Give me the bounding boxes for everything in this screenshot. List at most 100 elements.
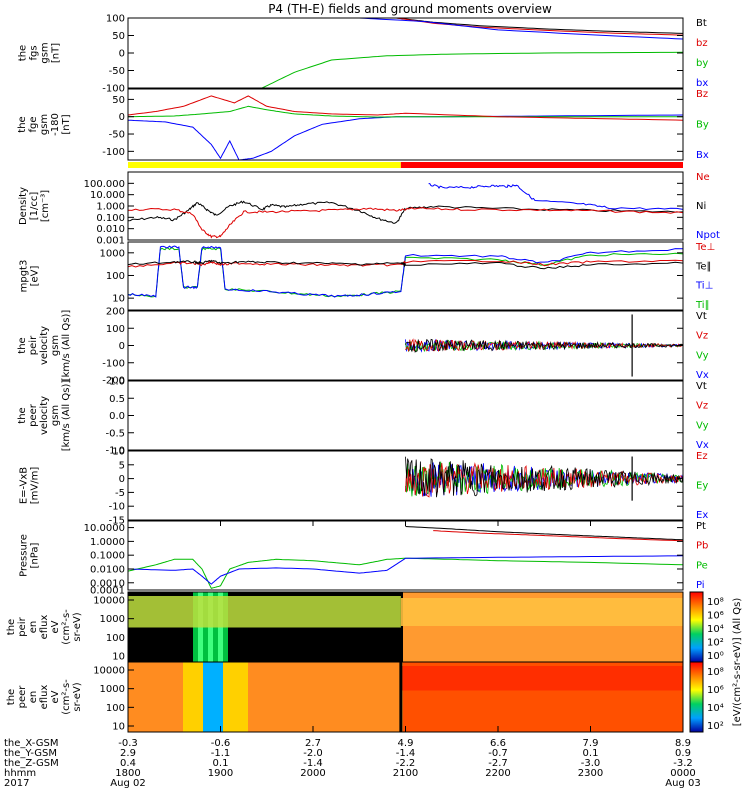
y-axis-label: eflux <box>39 615 50 640</box>
y-tick-label: 10.000 <box>90 190 125 201</box>
panel-7-data <box>405 456 683 501</box>
y-tick-label: 0.1000 <box>90 551 125 562</box>
y-tick-label: -100 <box>102 84 125 95</box>
spectrogram-cell <box>518 592 524 662</box>
spectrogram-cell <box>443 662 449 732</box>
spectrogram-cell <box>423 592 429 662</box>
panel-5 <box>127 310 684 381</box>
ephemeris-x-value: -0.6 <box>211 738 231 749</box>
spectrogram-cell <box>223 662 229 732</box>
colorbar-tick: 10⁴ <box>707 624 724 635</box>
spectrogram-cell <box>423 662 429 732</box>
spectrogram-cell <box>543 662 549 732</box>
spectrogram-cell <box>653 662 659 732</box>
y-tick-label: 1.0000 <box>90 537 125 548</box>
legend-entry: Ti⊥ <box>695 281 713 292</box>
series-Ni <box>128 200 683 224</box>
spectrogram-cell <box>293 662 299 732</box>
spectrogram-cell <box>583 662 589 732</box>
y-axis-label: (cm²-s- <box>61 679 72 715</box>
spectrogram-cell <box>678 662 684 732</box>
y-axis-label: peir <box>28 335 39 355</box>
series-Ne <box>128 207 683 239</box>
y-tick-label: -50 <box>109 66 125 77</box>
panel-4-data <box>128 245 683 298</box>
y-tick-label: -100 <box>102 358 125 369</box>
spectrogram-cell <box>638 662 644 732</box>
series-bx <box>359 18 683 40</box>
legend-entry: Vt <box>696 311 707 322</box>
legend-entry: Npot <box>696 230 720 241</box>
y-tick-label: 10 <box>112 652 125 663</box>
y-axis-label: peer <box>17 685 28 709</box>
series-Npot <box>428 183 683 211</box>
spectrogram-cell <box>273 662 279 732</box>
panel-2-data <box>128 95 683 160</box>
spectrogram-cell <box>363 662 369 732</box>
spectrogram-cell <box>408 662 414 732</box>
spectrogram-cell <box>593 662 599 732</box>
colorbar-tick: 10² <box>707 721 724 732</box>
x-tick-label: 0000 <box>670 768 695 779</box>
y-axis-label: [km/s (All Qs)] <box>61 380 72 452</box>
y-axis-label: (cm²-s- <box>61 609 72 645</box>
ephemeris-row-label: the_Y-GSM <box>4 748 57 759</box>
x-tick-date: Aug 02 <box>110 778 145 789</box>
y-axis-label: sr-eV) <box>72 682 83 711</box>
spectrogram-cell <box>533 592 539 662</box>
y-axis-label: the <box>6 689 17 705</box>
spectrogram-cell <box>303 662 309 732</box>
y-tick-label: -50 <box>109 130 125 141</box>
spectrogram-cell <box>473 662 479 732</box>
spectrogram-cell <box>643 592 649 662</box>
y-tick-label: 5 <box>119 460 125 471</box>
spectrogram-cell <box>608 592 614 662</box>
spectrogram-cell <box>648 592 654 662</box>
spectrogram-cell <box>418 592 424 662</box>
y-axis-label: E=-VxB <box>19 467 30 504</box>
series-Pt <box>405 526 683 541</box>
spectrogram-cell <box>358 662 364 732</box>
spectrogram-band <box>400 666 683 691</box>
y-tick-label: 100 <box>106 703 125 714</box>
spectrogram-cell <box>488 662 494 732</box>
ephemeris-z-value: 0.1 <box>213 758 229 769</box>
spectrogram-cell <box>613 662 619 732</box>
y-tick-label: 0 <box>119 341 125 352</box>
spectrogram-cell <box>353 662 359 732</box>
spectrogram-cell <box>268 662 274 732</box>
y-tick-label: 1000 <box>100 248 125 259</box>
spectrogram-cell <box>483 592 489 662</box>
x-tick-date: Aug 03 <box>665 778 700 789</box>
legend-entry: Bz <box>696 89 708 100</box>
spectrogram-cell <box>428 662 434 732</box>
ephemeris-y-value: 2.9 <box>120 748 136 759</box>
legend-entry: Vz <box>696 401 708 412</box>
spectrogram-cell <box>178 662 184 732</box>
y-tick-label: 1.0 <box>109 377 125 388</box>
ephemeris-x-value: 4.9 <box>398 738 414 749</box>
spectrogram-cell <box>538 662 544 732</box>
colorbar-tick: 10⁶ <box>707 611 724 622</box>
spectrogram-cell <box>183 662 189 732</box>
spectrogram-cell <box>168 662 174 732</box>
y-tick-label: 1000 <box>100 614 125 625</box>
spectrogram-1 <box>127 591 704 663</box>
y-axis-label: gsm <box>50 405 61 426</box>
y-axis-label: velocity <box>39 396 50 435</box>
spectrogram-cell <box>213 662 219 732</box>
spectrogram-cell <box>173 662 179 732</box>
series-Pb <box>433 530 683 542</box>
spectrogram-cell <box>523 592 529 662</box>
spectrogram-cell <box>468 592 474 662</box>
spectrogram-cell <box>468 662 474 732</box>
colorbar-tick: 10⁸ <box>707 597 724 608</box>
spectrogram-cell <box>618 662 624 732</box>
y-axis-label: peer <box>28 403 39 427</box>
spectrogram-cell <box>498 592 504 662</box>
ephemeris-z-value: -3.0 <box>581 758 601 769</box>
spectrogram-cell <box>508 662 514 732</box>
spectrogram-cell <box>533 662 539 732</box>
panel-3 <box>127 171 684 241</box>
